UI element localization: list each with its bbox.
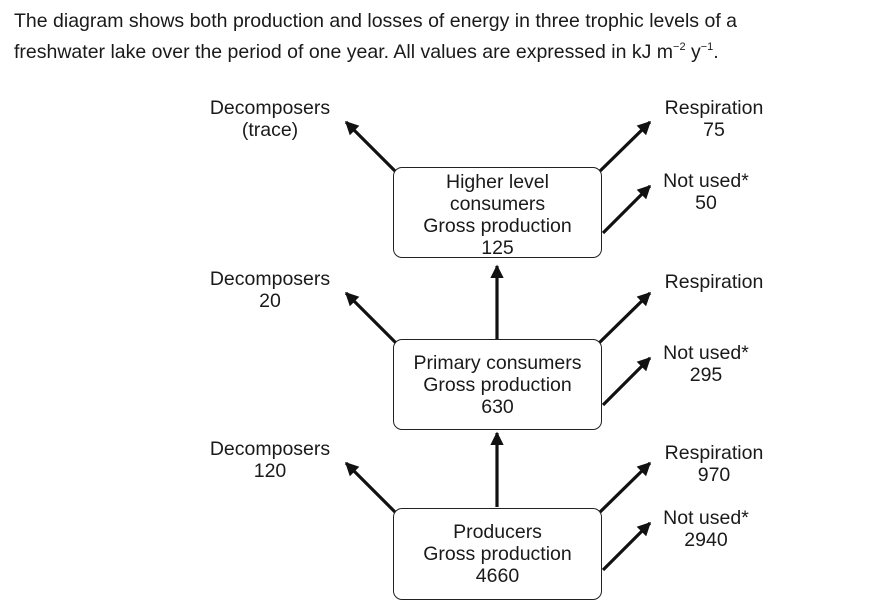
arrow-primary-to-decomposers [344, 291, 398, 345]
label-producers-not-used-title: Not used* [663, 507, 749, 529]
box-primary-line-1: Primary consumers [413, 351, 582, 374]
intro-line-2-text: freshwater lake over the period of one y… [14, 41, 674, 63]
label-higher-decomposers-value: (trace) [241, 119, 299, 141]
label-primary-decomposers: Decomposers 20 [190, 268, 350, 312]
box-producers-line-1: Producers [453, 521, 542, 543]
label-primary-respiration-title: Respiration [664, 271, 764, 293]
unit-y: y [685, 41, 701, 63]
box-producers-value: 4660 [475, 565, 520, 587]
label-higher-respiration: Respiration 75 [648, 97, 780, 141]
arrow-higher-to-not-used [601, 184, 652, 235]
label-higher-decomposers-title: Decomposers [209, 97, 331, 119]
box-higher-line-3: Gross production [423, 214, 572, 237]
label-producers-respiration: Respiration 970 [648, 442, 780, 486]
box-producers: Producers Gross production 4660 [393, 508, 602, 600]
box-higher-value: 125 [481, 236, 514, 259]
label-higher-not-used-value: 50 [695, 192, 717, 214]
label-producers-decomposers: Decomposers 120 [190, 438, 350, 482]
arrow-higher-to-respiration [597, 120, 652, 174]
label-producers-decomposers-title: Decomposers [209, 438, 331, 460]
box-primary-line-2: Gross production [423, 373, 572, 396]
label-primary-respiration: Respiration [648, 271, 780, 293]
label-primary-not-used: Not used* 295 [648, 342, 764, 386]
label-producers-decomposers-value: 120 [253, 460, 287, 482]
label-primary-decomposers-title: Decomposers [209, 268, 331, 290]
box-higher-level-consumers: Higher level consumers Gross production … [393, 167, 602, 259]
arrow-higher-to-decomposers [344, 120, 398, 174]
label-primary-decomposers-value: 20 [259, 290, 281, 312]
label-higher-respiration-value: 75 [703, 119, 725, 141]
label-producers-not-used-value: 2940 [684, 529, 728, 551]
label-primary-not-used-value: 295 [689, 364, 723, 386]
label-higher-not-used: Not used* 50 [648, 170, 764, 214]
arrow-producers-to-respiration [597, 461, 652, 515]
box-higher-line-1: Higher level [446, 170, 549, 193]
box-primary-value: 630 [481, 395, 514, 418]
label-producers-not-used: Not used* 2940 [648, 507, 764, 551]
label-producers-respiration-title: Respiration [664, 442, 764, 464]
unit-y-exponent: −1 [700, 41, 714, 53]
intro-line-1: The diagram shows both production and lo… [14, 10, 737, 32]
label-producers-respiration-value: 970 [697, 464, 731, 486]
arrow-primary-to-respiration [597, 291, 652, 345]
label-higher-decomposers: Decomposers (trace) [190, 97, 350, 141]
intro-text: The diagram shows both production and lo… [14, 8, 884, 65]
label-higher-respiration-title: Respiration [664, 97, 764, 119]
box-higher-line-2: consumers [449, 192, 546, 215]
label-primary-not-used-title: Not used* [663, 342, 749, 364]
unit-m-exponent: −2 [673, 41, 686, 53]
intro-line-2: freshwater lake over the period of one y… [14, 34, 884, 65]
arrow-producers-to-not-used [601, 521, 652, 572]
label-higher-not-used-title: Not used* [663, 170, 749, 192]
arrow-producers-to-decomposers [344, 461, 398, 515]
intro-period: . [713, 41, 719, 63]
arrow-primary-to-not-used [601, 356, 652, 407]
box-primary-consumers: Primary consumers Gross production 630 [393, 339, 602, 430]
box-producers-line-2: Gross production [423, 543, 572, 565]
